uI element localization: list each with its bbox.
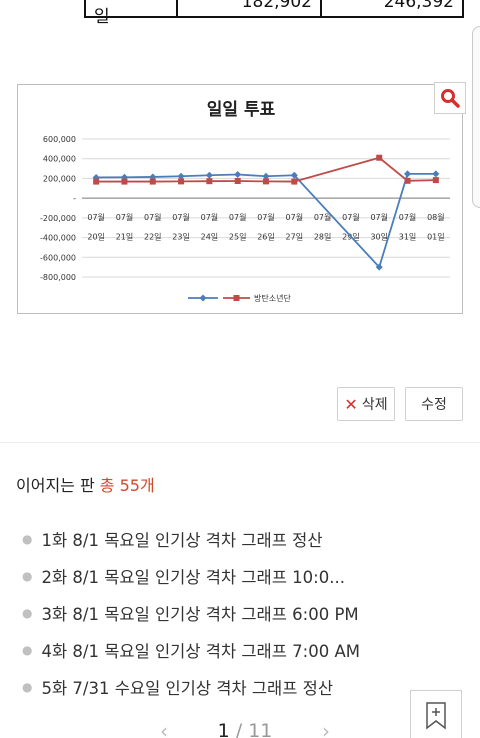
x-tick-label: 07월 [87,212,105,222]
x-tick-label: 07월 [370,212,388,222]
bullet-icon: ● [22,531,33,546]
y-tick-label: - [73,194,76,203]
x-tick-label: 07월 [116,212,134,222]
value-cell-b: 246,392 [383,0,454,12]
episode-title: 1화 8/1 목요일 인기상 격차 그래프 정산 [41,530,323,550]
bullet-icon: ● [22,642,33,657]
episode-title: 4화 8/1 목요일 인기상 격차 그래프 7:00 AM [41,641,360,661]
data-point [206,178,213,185]
list-item[interactable]: ● 4화 8/1 목요일 인기상 격차 그래프 7:00 AM [22,631,442,668]
episode-title: 5화 7/31 수요일 인기상 격차 그래프 정산 [41,678,334,698]
x-tick-label: 31일 [399,233,417,242]
data-point [291,178,298,185]
vote-table-row: 08월 01일 182,902 246,392 [84,0,464,27]
y-tick-label: -200,000 [40,214,76,223]
x-tick-label: 08월 [427,212,445,222]
data-point [234,177,241,184]
x-tick-label: 07월 [229,212,247,222]
x-tick-label: 25일 [229,233,247,242]
y-tick-label: -400,000 [40,234,76,243]
x-tick-label: 21일 [116,233,134,242]
series-header-prefix: 이어지는 판 [16,476,100,495]
y-tick-label: 200,000 [43,174,76,183]
x-tick-label: 20일 [87,233,105,242]
x-tick-label: 07월 [172,212,190,222]
bullet-icon: ● [22,679,33,694]
chart-svg: 일일 투표 600,000 400,000 200,000 - -200,000 -400,… [40,100,450,303]
section-divider [0,442,480,443]
x-tick-label: 24일 [201,233,219,242]
magnifier-icon [441,89,460,108]
episode-list: ● 1화 8/1 목요일 인기상 격차 그래프 정산 ● 2화 8/1 목요일 인기… [22,520,442,705]
data-point [121,178,128,185]
x-tick-label: 07월 [342,212,360,222]
chart-title: 일일 투표 [207,100,276,120]
x-tick-label: 30일 [370,233,388,242]
x-tick-label: 22일 [144,233,162,242]
bookmark-add-icon [426,702,446,730]
data-point [177,172,185,180]
x-tick-label: 26일 [257,233,275,242]
episode-title: 3화 8/1 목요일 인기상 격차 그래프 6:00 PM [41,604,359,624]
x-tick-label: 07월 [286,212,304,222]
total-pages: 11 [248,720,273,738]
x-tick-label: 01일 [427,233,445,242]
x-tick-label: 28일 [314,233,332,242]
data-point [376,154,383,161]
data-point [178,178,185,185]
data-point [290,171,298,179]
legend-marker [233,295,240,301]
delete-label: 삭제 [361,397,388,413]
y-tick-label: -600,000 [40,253,76,262]
list-item[interactable]: ● 5화 7/31 수요일 인기상 격차 그래프 정산 [22,668,442,705]
data-point [432,177,439,184]
data-point [263,178,269,185]
bullet-icon: ● [22,605,33,620]
edit-button[interactable]: 수정 [405,387,463,421]
episode-title: 2화 8/1 목요일 인기상 격차 그래프 10:0... [41,567,345,587]
close-icon: ✕ [344,394,358,414]
prev-page-button[interactable]: ‹ [160,719,168,738]
data-point [93,178,100,185]
date-cell: 08월 01일 [86,0,178,27]
edit-label: 수정 [421,397,447,413]
delete-button[interactable]: ✕ 삭제 [337,387,395,421]
legend-label: 방탄소년단 [254,293,291,303]
data-point [205,171,213,179]
data-point [375,263,383,271]
data-point [404,177,411,184]
y-tick-label: 600,000 [43,135,76,144]
data-point [149,178,156,185]
x-tick-label: 07월 [257,212,275,222]
y-tick-label: -800,000 [40,273,76,282]
list-item[interactable]: ● 1화 8/1 목요일 인기상 격차 그래프 정산 [22,520,442,557]
legend-marker [199,294,207,302]
page-separator: / [235,720,243,738]
data-point [234,170,242,178]
x-tick-label: 07월 [144,212,162,222]
daily-vote-chart: 일일 투표 600,000 400,000 200,000 - -200,000 -400,… [17,84,463,314]
bookmark-button[interactable] [410,690,462,738]
data-point [432,170,440,178]
bullet-icon: ● [22,568,33,583]
pagination: ‹ 1 / 11 › [160,716,330,738]
data-point [404,170,412,178]
zoom-button[interactable] [434,82,466,114]
value-cell-a: 182,902 [178,0,322,16]
x-tick-label: 27일 [286,233,304,242]
series-header: 이어지는 판 총 55개 [16,472,155,496]
list-item[interactable]: ● 2화 8/1 목요일 인기상 격차 그래프 10:0... [22,557,442,594]
x-tick-label: 07월 [399,212,417,222]
list-item[interactable]: ● 3화 8/1 목요일 인기상 격차 그래프 6:00 PM [22,594,442,631]
y-tick-label: 400,000 [43,155,76,164]
next-page-button[interactable]: › [322,719,330,738]
data-point [262,172,270,180]
x-tick-label: 07월 [201,212,219,222]
side-scroll-tab[interactable] [472,26,480,208]
current-page: 1 [217,720,230,738]
series-count: 총 55개 [99,476,155,495]
x-tick-label: 23일 [172,233,190,242]
x-tick-label: 07월 [314,212,332,222]
